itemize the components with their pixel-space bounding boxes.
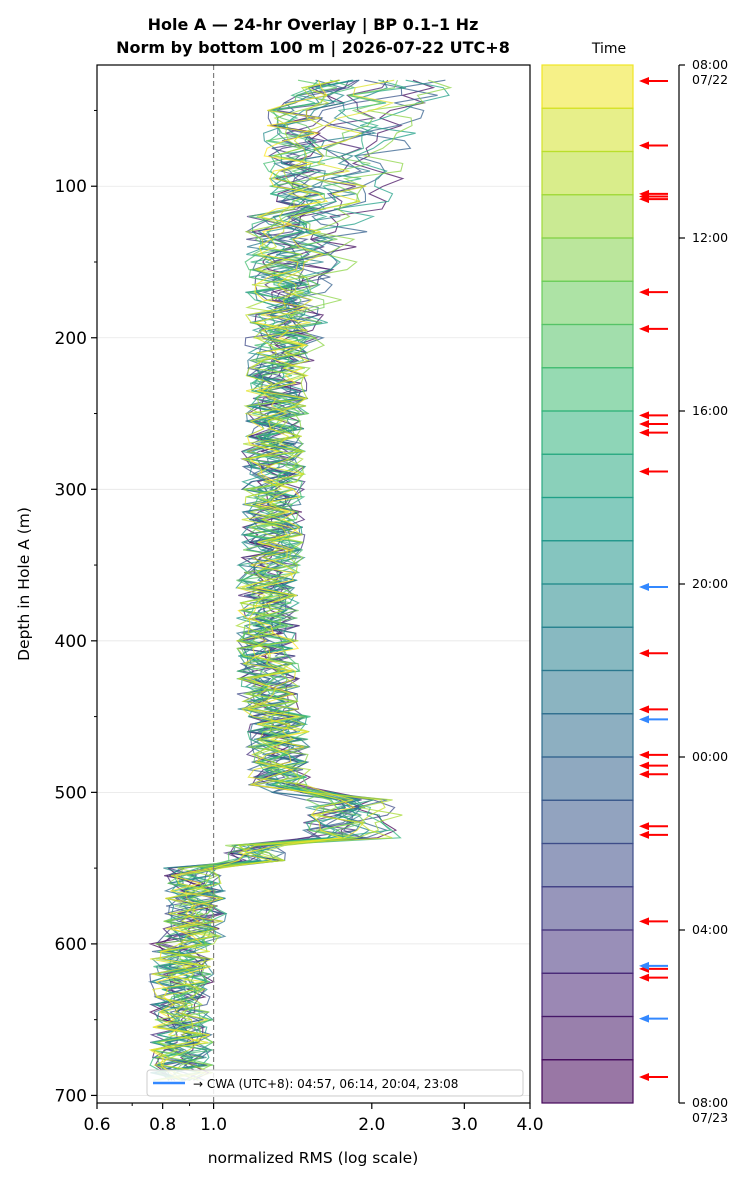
x-axis-label: normalized RMS (log scale) [208, 1149, 419, 1167]
colorbar-band [541, 583, 634, 628]
y-tick-label: 200 [55, 329, 87, 349]
x-axis: 0.6 0.8 1.0 2.0 3.0 4.0 [83, 1103, 544, 1135]
y-tick-label: 500 [55, 783, 87, 803]
series-line [148, 80, 356, 1081]
x-tick-label: 4.0 [516, 1115, 543, 1135]
series-line [152, 79, 403, 1081]
time-tick-label: 04:00 [692, 922, 728, 937]
red-event-arrow [639, 288, 668, 297]
series-line [151, 79, 399, 1081]
red-event-arrow [639, 77, 668, 86]
y-tick-label: 300 [55, 480, 87, 500]
series-line [152, 79, 357, 1081]
red-event-arrow [639, 141, 668, 150]
colorbar-band [541, 669, 634, 715]
colorbar-band [541, 972, 634, 1018]
colorbar-band [541, 626, 634, 672]
red-event-arrow [639, 705, 668, 714]
red-event-arrow [639, 973, 668, 982]
series-line [153, 79, 393, 1081]
y-axis: 100 200 300 400 500 600 700 [55, 109, 97, 1106]
red-event-arrow [639, 822, 668, 831]
colorbar-band [541, 410, 634, 455]
series-line [149, 79, 402, 1081]
colorbar-band [541, 496, 634, 542]
red-event-arrow [639, 761, 668, 770]
colorbar-band [541, 886, 634, 931]
colorbar-band [541, 842, 634, 888]
red-event-arrow [639, 467, 668, 476]
time-tick-label: 20:00 [692, 576, 728, 591]
colorbar-band [541, 799, 634, 845]
cwa-event-arrow [639, 715, 668, 724]
chart-title-line2: Norm by bottom 100 m | 2026-07-22 UTC+8 [116, 38, 510, 58]
red-event-arrow [639, 419, 668, 428]
colorbar-band [541, 323, 634, 369]
x-tick-label: 0.6 [83, 1115, 110, 1135]
chart-title-line1: Hole A — 24-hr Overlay | BP 0.1–1 Hz [148, 15, 479, 35]
colorbar-band [541, 453, 634, 499]
time-tick-label: 12:00 [692, 230, 728, 245]
time-tick-date: 07/22 [692, 72, 728, 87]
x-tick-label: 0.8 [149, 1115, 176, 1135]
x-tick-label: 2.0 [358, 1115, 385, 1135]
red-event-arrow [639, 649, 668, 658]
colorbar-band [541, 64, 634, 109]
colorbar-bands [541, 64, 634, 1104]
y-tick-label: 600 [55, 935, 87, 955]
colorbar-band [541, 713, 634, 758]
red-event-arrow [639, 428, 668, 437]
red-event-arrow [639, 917, 668, 926]
cwa-event-arrow [639, 961, 668, 970]
red-event-arrow [639, 1073, 668, 1082]
colorbar-band [541, 280, 634, 326]
red-event-arrow [639, 770, 668, 779]
cwa-event-arrow [639, 1014, 668, 1023]
red-event-arrow [639, 324, 668, 333]
time-axis-ticks: 08:0007/2212:0016:0020:0000:0004:0008:00… [679, 57, 728, 1125]
plot-area: 0.6 0.8 1.0 2.0 3.0 4.0 100 200 300 400 500 600 700 [55, 64, 544, 1135]
time-tick-label: 00:00 [692, 749, 728, 764]
colorbar: Time 08:0007/2212:0016:0020:0000:0004:00… [541, 41, 728, 1125]
colorbar-band [541, 756, 634, 801]
time-tick-label: 16:00 [692, 403, 728, 418]
colorbar-arrows [639, 77, 668, 1082]
colorbar-band [541, 929, 634, 974]
colorbar-band [541, 367, 634, 412]
y-tick-label: 700 [55, 1086, 87, 1106]
legend: → CWA (UTC+8): 04:57, 06:14, 20:04, 23:0… [146, 1069, 524, 1097]
colorbar-band [541, 1059, 634, 1104]
colorbar-band [541, 150, 634, 196]
colorbar-band [541, 237, 634, 282]
legend-box [146, 1069, 524, 1097]
x-tick-label: 3.0 [451, 1115, 478, 1135]
y-axis-label: Depth in Hole A (m) [15, 507, 33, 661]
colorbar-band [541, 1015, 634, 1061]
colorbar-label: Time [591, 41, 626, 57]
red-event-arrow [639, 195, 668, 204]
series-line [149, 79, 395, 1081]
cwa-event-arrow [639, 583, 668, 592]
series-lines [147, 79, 453, 1081]
colorbar-band [541, 107, 634, 153]
red-event-arrow [639, 830, 668, 839]
time-tick-label: 08:00 [692, 1095, 728, 1110]
colorbar-band [541, 540, 634, 585]
y-tick-label: 400 [55, 632, 87, 652]
series-line [151, 79, 453, 1081]
legend-text: → CWA (UTC+8): 04:57, 06:14, 20:04, 23:0… [193, 1077, 458, 1091]
y-tick-label: 100 [55, 177, 87, 197]
red-event-arrow [639, 750, 668, 759]
red-event-arrow [639, 411, 668, 420]
time-tick-date: 07/23 [692, 1110, 728, 1125]
plot-frame [96, 64, 531, 1104]
colorbar-band [541, 194, 634, 239]
x-tick-label: 1.0 [200, 1115, 227, 1135]
time-tick-label: 08:00 [692, 57, 728, 72]
